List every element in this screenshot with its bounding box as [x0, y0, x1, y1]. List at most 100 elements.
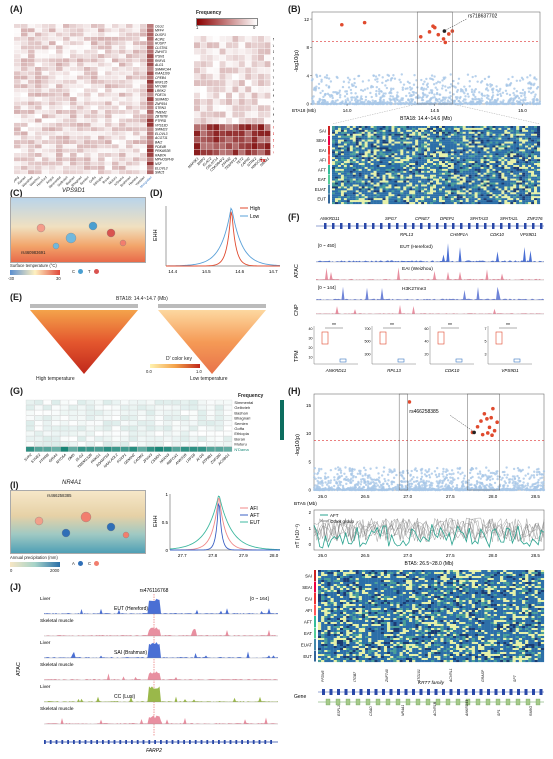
- heat-cell: [49, 79, 56, 84]
- heat-cell: [56, 161, 63, 166]
- haplotype-cell: [504, 141, 508, 144]
- heat-cell: [63, 114, 70, 119]
- heat-cell: [77, 58, 84, 63]
- haplotype-cell: [340, 172, 344, 175]
- haplotype-cell: [513, 172, 517, 175]
- heat-cell: [98, 45, 105, 50]
- haplotype-cell: [441, 147, 446, 150]
- heat-cell: [70, 75, 77, 80]
- haplotype-cell: [468, 157, 472, 160]
- haplotype-cell: [510, 188, 514, 191]
- haplotype-cell: [332, 186, 336, 189]
- heat-cell: [21, 118, 28, 123]
- heat-cell: [140, 140, 147, 144]
- haplotype-cell: [424, 196, 428, 199]
- haplotype-cell: [406, 135, 410, 138]
- haplotype-cell: [415, 155, 419, 158]
- haplotype-cell: [492, 131, 496, 134]
- haplotype-cell: [453, 184, 457, 187]
- heat-cell: [70, 92, 77, 97]
- haplotype-cell: [438, 192, 443, 195]
- haplotype-cell: [334, 147, 339, 150]
- haplotype-cell: [474, 184, 478, 187]
- snp-point: [407, 98, 410, 101]
- snp-point: [523, 92, 526, 95]
- haplotype-cell: [441, 168, 446, 171]
- haplotype-cell: [519, 165, 523, 168]
- haplotype-cell: [382, 168, 386, 171]
- heat-cell: [245, 86, 252, 93]
- haplotype-cell: [456, 151, 460, 154]
- snp-point: [472, 100, 475, 104]
- haplotype-cell: [352, 141, 356, 144]
- haplotype-cell: [498, 172, 502, 175]
- haplotype-cell: [492, 159, 496, 162]
- haplotype-cell: [340, 157, 344, 160]
- haplotype-cell: [516, 153, 520, 156]
- haplotype-cell: [436, 198, 440, 201]
- snp-point: [454, 86, 457, 89]
- snp-point: [404, 101, 408, 104]
- haplotype-cell: [519, 137, 523, 140]
- haplotype-cell: [427, 135, 431, 138]
- haplotype-cell: [340, 182, 344, 185]
- haplotype-cell: [337, 178, 342, 181]
- gene-name: SPATA33: [470, 216, 489, 221]
- haplotype-cell: [468, 133, 472, 136]
- heat-cell: [200, 73, 207, 80]
- haplotype-cell: [477, 143, 481, 146]
- haplotype-cell: [495, 202, 499, 205]
- haplotype-cell: [332, 161, 336, 164]
- haplotype-cell: [349, 147, 353, 150]
- haplotype-cell: [522, 153, 526, 156]
- haplotype-cell: [436, 159, 440, 162]
- haplotype-cell: [513, 188, 517, 191]
- haplotype-cell: [337, 184, 342, 187]
- heat-cell: [21, 148, 28, 153]
- snp-point: [391, 95, 394, 98]
- heat-cell: [226, 86, 232, 93]
- ld-snp-bar-low: [158, 304, 266, 308]
- tpm-tick: 5: [485, 340, 487, 344]
- heat-cell: [84, 71, 91, 76]
- haplotype-cell: [436, 157, 440, 160]
- heat-cell: [98, 148, 105, 153]
- haplotype-cell: [516, 188, 520, 191]
- haplotype-cell: [355, 186, 359, 189]
- haplotype-cell: [385, 126, 389, 129]
- haplotype-cell: [510, 176, 514, 179]
- snp-point: [382, 98, 385, 102]
- haplotype-cell: [489, 192, 493, 195]
- haplotype-cell: [498, 147, 502, 150]
- haplotype-cell: [367, 149, 371, 152]
- haplotype-cell: [495, 157, 499, 160]
- haplotype-cell: [438, 161, 443, 164]
- heat-cell: [232, 136, 239, 143]
- haplotype-cell: [376, 200, 380, 203]
- haplotype-cell: [397, 174, 401, 177]
- haplotype-cell: [385, 168, 389, 171]
- haplotype-cell: [516, 126, 520, 129]
- gene-label: ALG1: [154, 63, 164, 67]
- heat-cell: [119, 110, 126, 114]
- haplotype-cell: [522, 182, 526, 185]
- haplotype-cell: [537, 186, 541, 189]
- heat-cell: [206, 54, 213, 61]
- heat-cell: [119, 62, 126, 67]
- atac-track-eai: [316, 267, 544, 280]
- haplotype-cell: [382, 188, 386, 191]
- exon: [404, 223, 407, 229]
- heat-cell: [14, 144, 21, 149]
- haplotype-cell: [489, 182, 493, 185]
- haplotype-cell: [456, 157, 460, 160]
- haplotype-cell: [376, 139, 380, 142]
- heat-cell: [21, 153, 28, 157]
- heat-cell: [245, 149, 252, 156]
- haplotype-cell: [424, 188, 428, 191]
- snp-point: [472, 93, 475, 96]
- haplotype-cell: [534, 135, 538, 138]
- haplotype-cell: [510, 170, 514, 173]
- heat-cell: [63, 36, 70, 41]
- haplotype-cell: [534, 133, 538, 136]
- haplotype-cell: [519, 198, 523, 201]
